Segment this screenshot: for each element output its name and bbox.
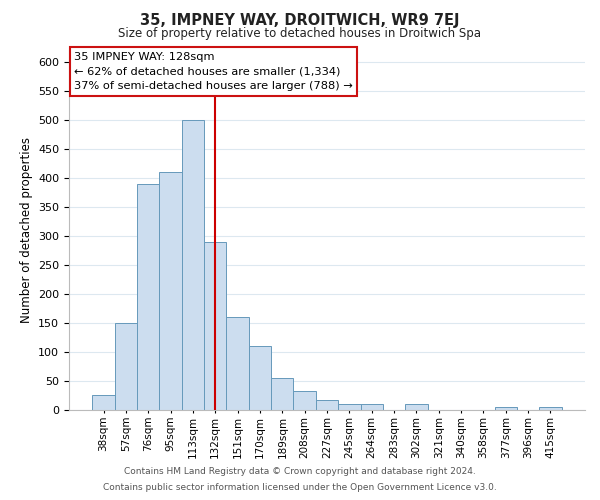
Bar <box>361 404 383 410</box>
Bar <box>539 407 562 410</box>
Y-axis label: Number of detached properties: Number of detached properties <box>20 137 32 323</box>
Text: Contains public sector information licensed under the Open Government Licence v3: Contains public sector information licen… <box>103 484 497 492</box>
Bar <box>115 323 137 410</box>
Bar <box>160 172 182 410</box>
Bar <box>249 346 271 410</box>
Bar <box>271 378 293 410</box>
Text: Contains HM Land Registry data © Crown copyright and database right 2024.: Contains HM Land Registry data © Crown c… <box>124 467 476 476</box>
Bar <box>338 404 361 410</box>
Text: 35, IMPNEY WAY, DROITWICH, WR9 7EJ: 35, IMPNEY WAY, DROITWICH, WR9 7EJ <box>140 12 460 28</box>
Bar <box>182 120 204 410</box>
Bar <box>226 317 249 410</box>
Bar <box>137 184 160 410</box>
Bar <box>316 400 338 410</box>
Text: 35 IMPNEY WAY: 128sqm
← 62% of detached houses are smaller (1,334)
37% of semi-d: 35 IMPNEY WAY: 128sqm ← 62% of detached … <box>74 52 353 92</box>
Text: Size of property relative to detached houses in Droitwich Spa: Size of property relative to detached ho… <box>119 28 482 40</box>
Bar <box>204 242 226 410</box>
Bar <box>494 407 517 410</box>
Bar <box>293 392 316 410</box>
Bar <box>405 404 428 410</box>
Bar <box>92 396 115 410</box>
